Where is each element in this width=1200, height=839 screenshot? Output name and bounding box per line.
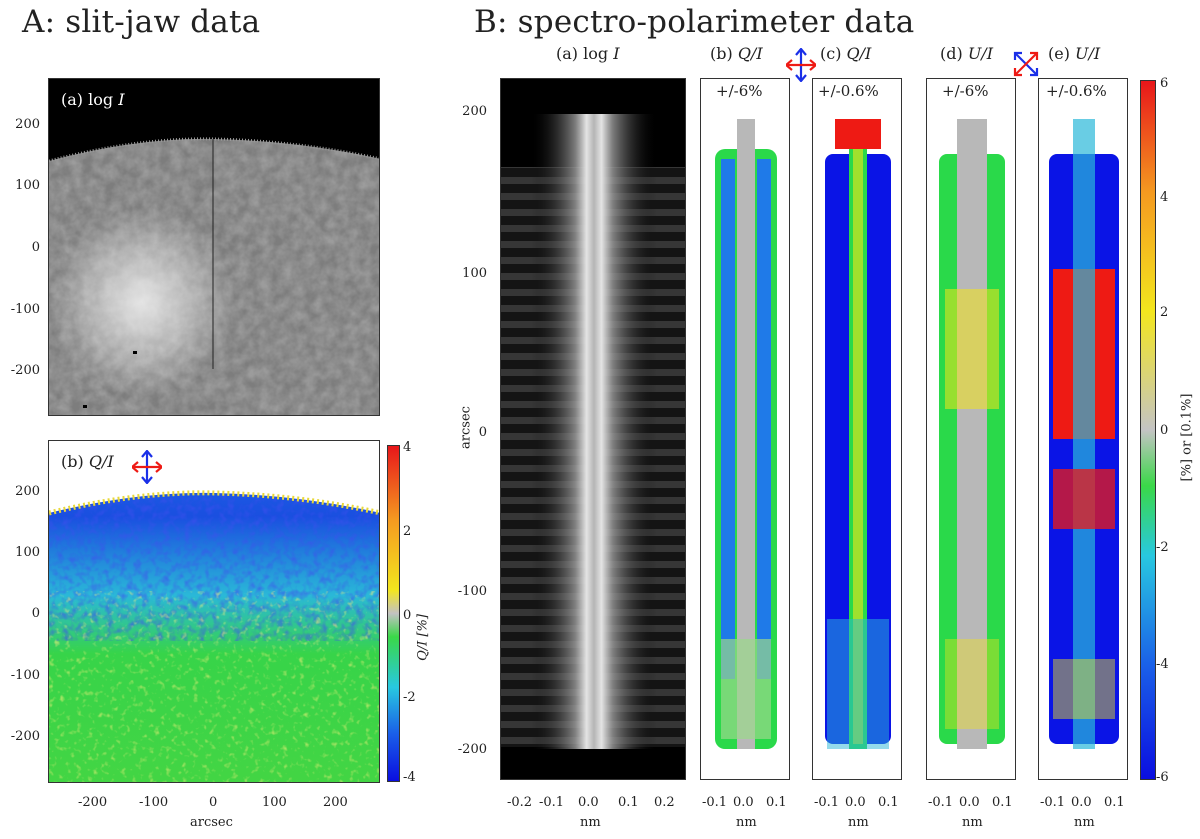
spectro-colorbar <box>1140 80 1156 780</box>
spectro-b-x-tick: -0.1 <box>702 795 728 810</box>
spectro-c-x-tick: 0.1 <box>878 795 899 810</box>
slitjaw-colorbar <box>387 445 400 782</box>
spectro-a-x-tick: -0.2 <box>507 795 533 810</box>
spectro-e-x-tick: 0.0 <box>1071 795 1092 810</box>
spectro-panel-b-title: (b) Q/I <box>710 44 763 63</box>
spectro-a-x-label: nm <box>580 815 601 830</box>
spectro-y-tick: 0 <box>478 425 487 440</box>
spectro-panel-a-title: (a) log I <box>556 44 620 63</box>
slitjaw-x-tick: -200 <box>78 795 108 810</box>
spectro-colorbar-label: [%] or [0.1%] <box>1179 393 1195 482</box>
spectro-panel-c-range: +/-0.6% <box>818 82 879 100</box>
spectro-d-x-label: nm <box>962 815 983 830</box>
spectro-b-x-label: nm <box>736 815 757 830</box>
spectro-d-x-tick: -0.1 <box>928 795 954 810</box>
spectro-c-x-tick: -0.1 <box>814 795 840 810</box>
spectro-b-x-tick: 0.0 <box>733 795 754 810</box>
spectro-panel-e-image <box>1038 78 1128 780</box>
spectro-e-x-tick: 0.1 <box>1104 795 1125 810</box>
slitjaw-qi-image <box>48 440 380 783</box>
spectro-panel-e-range: +/-0.6% <box>1046 82 1107 100</box>
slitjaw-b-y-tick: 100 <box>15 545 40 560</box>
slitjaw-b-y-tick: 200 <box>15 484 40 499</box>
spectro-cbar-tick: -6 <box>1156 770 1169 785</box>
spectro-panel-a-image <box>500 78 686 780</box>
spectro-d-x-tick: 0.1 <box>992 795 1013 810</box>
slitjaw-x-tick: 0 <box>209 795 218 810</box>
slitjaw-a-y-tick: 0 <box>31 240 40 255</box>
slitjaw-x-tick: -100 <box>139 795 169 810</box>
slitjaw-a-y-tick: 200 <box>15 117 40 132</box>
spectro-a-x-tick: -0.1 <box>539 795 565 810</box>
slitjaw-a-y-tick: 100 <box>15 178 40 193</box>
slitjaw-b-y-tick: -100 <box>10 668 40 683</box>
slitjaw-intensity-image <box>48 78 380 416</box>
slitjaw-a-label: (a) log I <box>61 90 125 109</box>
slitjaw-cbar-tick: 2 <box>403 524 412 539</box>
spectro-a-x-tick: 0.2 <box>654 795 675 810</box>
slitjaw-cbar-tick: 4 <box>403 440 412 455</box>
spectro-a-x-tick: 0.0 <box>578 795 599 810</box>
slitjaw-a-y-tick: -200 <box>10 363 40 378</box>
slitjaw-b-label: (b) Q/I <box>61 452 114 471</box>
slitjaw-a-y-tick: -100 <box>10 302 40 317</box>
slitjaw-cbar-tick: -4 <box>403 770 416 785</box>
spectro-a-x-tick: 0.1 <box>618 795 639 810</box>
spectro-panel-c-image <box>812 78 902 780</box>
spectro-cbar-tick: -2 <box>1156 540 1169 555</box>
spectro-b-x-tick: 0.1 <box>766 795 787 810</box>
slitjaw-x-label: arcsec <box>190 815 233 830</box>
spectro-y-tick: 100 <box>462 266 487 281</box>
polarization-diagonal-cross-icon <box>1013 51 1039 77</box>
spectro-cbar-tick: -4 <box>1156 657 1169 672</box>
spectro-panel-d-range: +/-6% <box>942 82 989 100</box>
spectro-c-x-label: nm <box>848 815 869 830</box>
spectro-panel-d-title: (d) U/I <box>940 44 994 63</box>
spectro-e-x-label: nm <box>1074 815 1095 830</box>
slitjaw-b-y-tick: 0 <box>31 606 40 621</box>
spectro-c-x-tick: 0.0 <box>845 795 866 810</box>
spectro-panel-e-title: (e) U/I <box>1048 44 1101 63</box>
spectro-y-tick: 200 <box>462 104 487 119</box>
spectro-panel-d-image <box>926 78 1016 780</box>
slitjaw-colorbar-label: Q/I [%] <box>415 614 431 661</box>
spectro-cbar-tick: 6 <box>1160 76 1169 91</box>
polarization-cross-icon <box>786 48 816 82</box>
slitjaw-b-y-tick: -200 <box>10 729 40 744</box>
spectro-panel-c-title: (c) Q/I <box>820 44 872 63</box>
slitjaw-cbar-tick: -2 <box>403 690 416 705</box>
spectro-d-x-tick: 0.0 <box>959 795 980 810</box>
polarization-cross-icon <box>132 450 162 484</box>
slitjaw-x-tick: 200 <box>323 795 348 810</box>
slitjaw-x-tick: 100 <box>262 795 287 810</box>
section-b-title: B: spectro-polarimeter data <box>474 4 915 40</box>
spectro-e-x-tick: -0.1 <box>1040 795 1066 810</box>
spectro-y-tick: -100 <box>457 584 487 599</box>
spectro-cbar-tick: 2 <box>1160 305 1169 320</box>
spectro-panel-b-image <box>700 78 790 780</box>
slitjaw-cbar-tick: 0 <box>403 608 412 623</box>
spectro-cbar-tick: 0 <box>1160 423 1169 438</box>
section-a-title: A: slit-jaw data <box>22 4 261 40</box>
spectro-y-label: arcsec <box>458 406 474 449</box>
spectro-y-tick: -200 <box>457 742 487 757</box>
spectro-panel-b-range: +/-6% <box>716 82 763 100</box>
spectro-cbar-tick: 4 <box>1160 190 1169 205</box>
